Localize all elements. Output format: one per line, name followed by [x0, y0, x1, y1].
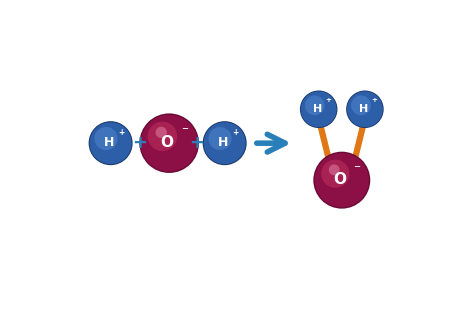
- Circle shape: [89, 121, 133, 165]
- Text: O: O: [160, 135, 173, 150]
- Text: +: +: [371, 97, 377, 103]
- Circle shape: [300, 91, 337, 128]
- Circle shape: [203, 121, 246, 165]
- Circle shape: [315, 153, 369, 207]
- Circle shape: [141, 115, 198, 172]
- Text: −: −: [181, 124, 188, 133]
- Text: H: H: [218, 136, 228, 149]
- Circle shape: [204, 122, 246, 164]
- Text: H: H: [313, 104, 322, 114]
- Circle shape: [351, 95, 371, 115]
- Text: H: H: [104, 136, 114, 149]
- Text: +: +: [118, 128, 125, 137]
- Circle shape: [139, 114, 199, 173]
- Circle shape: [305, 95, 325, 115]
- Text: O: O: [333, 172, 346, 187]
- Text: −: −: [353, 161, 360, 170]
- Circle shape: [313, 152, 370, 209]
- Text: +: +: [232, 128, 239, 137]
- Circle shape: [321, 160, 349, 188]
- Circle shape: [301, 91, 337, 127]
- Text: +: +: [132, 134, 147, 152]
- Circle shape: [347, 91, 383, 127]
- Circle shape: [147, 122, 177, 151]
- Circle shape: [346, 91, 383, 128]
- Circle shape: [329, 165, 340, 175]
- Text: H: H: [359, 104, 368, 114]
- Circle shape: [94, 127, 118, 150]
- Circle shape: [90, 122, 132, 164]
- Text: +: +: [325, 97, 331, 103]
- Text: +: +: [190, 134, 204, 152]
- Circle shape: [209, 127, 232, 150]
- Circle shape: [155, 127, 167, 138]
